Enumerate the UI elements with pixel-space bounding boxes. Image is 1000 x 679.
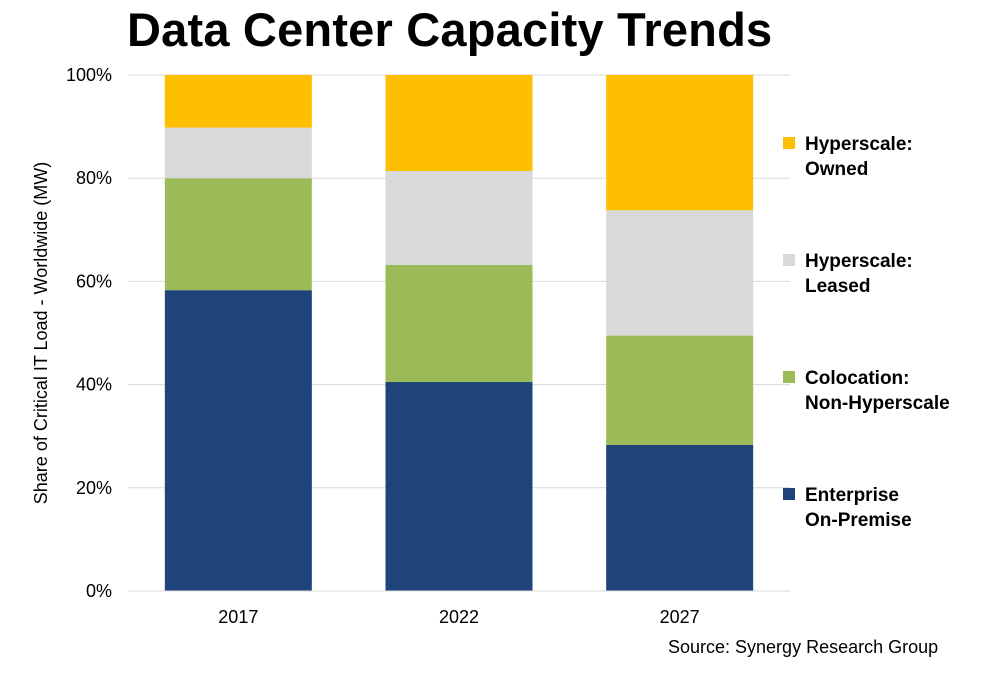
legend-swatch	[783, 254, 795, 266]
bar-segment	[606, 75, 754, 211]
bar-segment	[164, 178, 312, 291]
legend-swatch	[783, 137, 795, 149]
x-tick-label: 2017	[218, 607, 258, 627]
x-tick-label: 2027	[660, 607, 700, 627]
chart-title: Data Center Capacity Trends	[127, 3, 773, 56]
bar-segment	[606, 444, 754, 591]
legend-label: Leased	[805, 276, 870, 297]
bar-segment	[385, 170, 533, 265]
legend-label: Non-Hyperscale	[805, 393, 950, 414]
x-tick-label: 2022	[439, 607, 479, 627]
y-tick-label: 60%	[76, 271, 112, 291]
bar-segment	[385, 382, 533, 591]
legend-label: Hyperscale:	[805, 134, 913, 155]
legend-label: On-Premise	[805, 510, 912, 531]
bar-segment	[606, 335, 754, 445]
legend-label: Enterprise	[805, 485, 899, 506]
legend-label: Owned	[805, 159, 868, 180]
source-note: Source: Synergy Research Group	[668, 637, 939, 657]
legend-swatch	[783, 371, 795, 383]
y-axis-label: Share of Critical IT Load - Worldwide (M…	[31, 162, 51, 504]
legend-label: Colocation:	[805, 368, 910, 389]
bar-segment	[606, 210, 754, 336]
y-tick-label: 20%	[76, 478, 112, 498]
bar-segment	[164, 75, 312, 128]
y-tick-label: 80%	[76, 168, 112, 188]
legend-swatch	[783, 488, 795, 500]
bar-segment	[164, 290, 312, 591]
legend-label: Hyperscale:	[805, 251, 913, 272]
bar-segment	[164, 127, 312, 179]
bar-segment	[385, 75, 533, 171]
y-tick-label: 100%	[66, 65, 112, 85]
y-tick-label: 0%	[86, 581, 112, 601]
bar-segment	[385, 264, 533, 383]
y-tick-label: 40%	[76, 375, 112, 395]
